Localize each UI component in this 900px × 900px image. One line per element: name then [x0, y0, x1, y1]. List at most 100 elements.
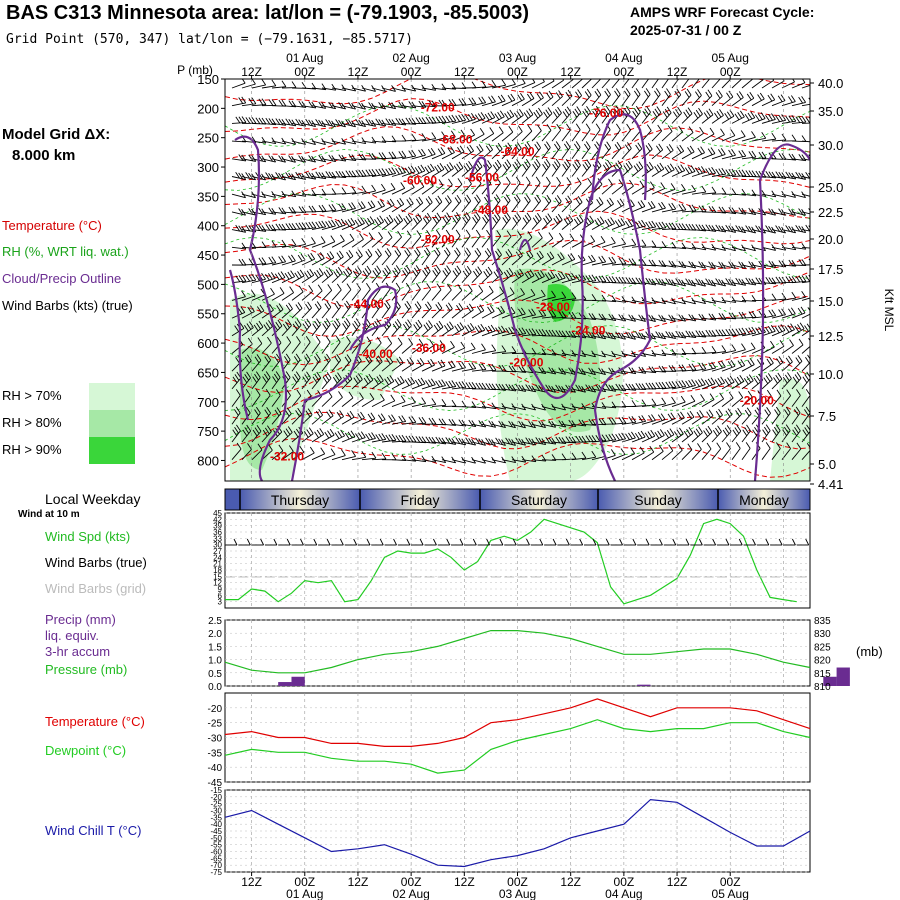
- wind-barb-feather: [326, 300, 332, 308]
- wind-barb-feather: [638, 415, 644, 423]
- wind-barb: [321, 105, 336, 110]
- wind-barb: [241, 246, 256, 249]
- wind-barb-feather: [236, 442, 242, 450]
- wind-barb-feather: [801, 135, 807, 142]
- wind-barb: [311, 158, 326, 163]
- wind-barb-feather: [278, 444, 284, 452]
- wind-barb: [311, 105, 326, 109]
- wind-barb-feather: [748, 311, 754, 318]
- wind-barb: [431, 152, 446, 160]
- wind-barb: [481, 85, 496, 89]
- wind-barb-feather: [562, 163, 568, 171]
- wind-barb: [301, 140, 316, 145]
- wind-barb: [631, 167, 644, 177]
- wind-barb: [551, 96, 563, 107]
- wind-barb-feather: [335, 374, 340, 382]
- wind-barb: [321, 396, 333, 407]
- wind-barb-feather: [495, 194, 501, 201]
- wind-barb-feather: [248, 225, 254, 232]
- wind-barb: [741, 97, 755, 107]
- wind-barb-feather: [377, 200, 383, 208]
- wind-barb-feather: [748, 327, 754, 334]
- wind-barb: [761, 362, 774, 372]
- wind-barb-feather: [506, 230, 512, 237]
- wind-barb: [601, 223, 615, 231]
- wind-barb-feather: [548, 367, 554, 374]
- wind-barb: [471, 149, 484, 160]
- wind-barb-feather: [765, 114, 770, 122]
- wind-barb: [351, 255, 363, 266]
- wind-barb: [321, 225, 336, 231]
- wind-barb: [401, 236, 412, 248]
- wind-barb: [671, 264, 686, 269]
- wind-barb: [661, 188, 676, 195]
- wind-barb: [571, 406, 586, 410]
- wind-barb-feather: [405, 321, 410, 329]
- wind-barb: [371, 221, 384, 230]
- wind-barb-feather: [284, 273, 290, 280]
- wind-barb-feather: [506, 111, 512, 118]
- wind-barb: [431, 137, 446, 142]
- wind-barb-feather: [652, 111, 658, 118]
- wind-barb-feather: [238, 275, 244, 282]
- wind-barb: [261, 158, 276, 163]
- wind-barb-feather: [319, 252, 325, 259]
- wind-barb-feather: [246, 323, 252, 330]
- wind-barb: [451, 200, 462, 213]
- surface-wind-barb-feather: [792, 538, 796, 546]
- wind-tick-label: 21: [213, 560, 222, 569]
- wind-barb: [251, 84, 266, 89]
- wind-barb-feather: [640, 430, 646, 438]
- wind-chill-tick-label: -35: [210, 813, 222, 822]
- wind-barb-feather: [396, 247, 402, 255]
- wind-barb-feather: [395, 216, 401, 223]
- wind-barb-feather: [689, 410, 695, 418]
- wind-barb-feather: [305, 303, 310, 311]
- wind-barb: [591, 129, 601, 142]
- wind-barb: [411, 170, 425, 177]
- wind-barb: [331, 87, 346, 92]
- cloud-outline: [228, 269, 250, 421]
- wind-barb-feather: [588, 255, 593, 263]
- wind-barb-feather: [505, 383, 511, 391]
- wind-barb-feather: [405, 215, 411, 223]
- top-date-label: 04 Aug: [605, 51, 642, 65]
- wind-barb-feather: [247, 443, 252, 450]
- wind-barb-feather: [528, 384, 534, 392]
- wind-barb-feather: [316, 429, 322, 437]
- wind-barb: [791, 176, 806, 180]
- rh-legend-90-label: RH > 90%: [2, 442, 62, 457]
- wind-barb: [671, 385, 686, 390]
- wind-chill-tick-label: -70: [210, 861, 222, 870]
- wind-barb-feather: [245, 406, 251, 414]
- wind-barb-feather: [615, 105, 621, 113]
- wind-barb-feather: [585, 123, 591, 130]
- wind-barb: [581, 147, 591, 160]
- wind-barb-feather: [374, 267, 380, 275]
- wind-barb-feather: [665, 278, 671, 285]
- wind-barb: [731, 349, 746, 354]
- pressure-tick-label: 250: [197, 131, 219, 146]
- wind-barb-feather: [648, 278, 654, 285]
- wind-barb-feather: [468, 362, 474, 370]
- wind-barb-feather: [505, 251, 511, 258]
- wind-barb: [441, 201, 452, 213]
- rh-contour: [225, 105, 810, 147]
- wind-barb-feather: [331, 188, 337, 195]
- wind-barb-feather: [617, 200, 622, 207]
- wind-barb-feather: [425, 198, 431, 205]
- wind-barb: [291, 275, 305, 284]
- wind-barb-feather: [724, 427, 730, 434]
- wind-barb: [341, 255, 354, 266]
- wind-barb-feather: [551, 310, 557, 317]
- wind-barb-feather: [418, 338, 424, 346]
- wind-barb: [271, 377, 281, 390]
- wind-barb-feather: [473, 270, 478, 278]
- wind-barb: [711, 211, 726, 214]
- wind-barb-feather: [785, 171, 791, 179]
- wind-barb-feather: [750, 111, 756, 118]
- wind-barb-feather: [585, 331, 591, 338]
- wind-barb-feather: [376, 336, 382, 344]
- wind-barb-feather: [677, 106, 682, 114]
- wind-barb: [371, 254, 382, 266]
